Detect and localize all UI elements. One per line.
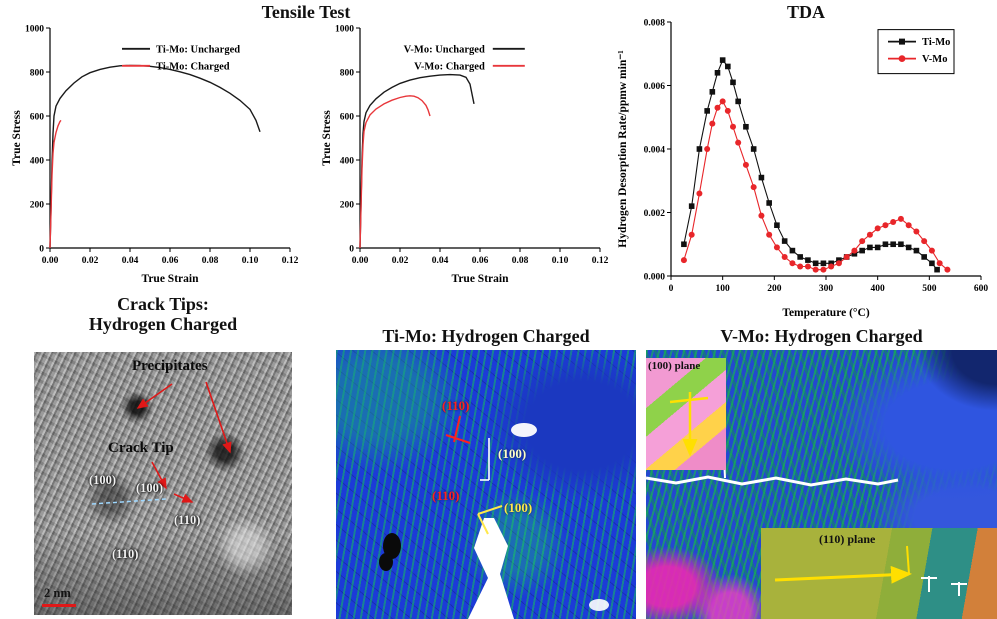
svg-text:0.04: 0.04: [122, 256, 139, 266]
svg-text:0.06: 0.06: [162, 256, 179, 266]
tem-panel-title-line1: Crack Tips:: [117, 294, 209, 314]
svg-text:Ti-Mo: Uncharged: Ti-Mo: Uncharged: [156, 44, 240, 55]
svg-text:400: 400: [30, 157, 45, 167]
svg-text:0.06: 0.06: [472, 256, 489, 266]
tensile-chart-v-mo: 0.00 0.02 0.04 0.06 0.08 0.10 0.12 0 200 400 600 80…: [321, 25, 609, 286]
vmo-panel-title: V-Mo: Hydrogen Charged: [720, 326, 923, 346]
svg-text:400: 400: [340, 157, 355, 167]
crack-tip-label: Crack Tip: [108, 440, 174, 456]
svg-text:0.08: 0.08: [512, 256, 529, 266]
tem-panel-title: Crack Tips: Hydrogen Charged: [34, 294, 292, 334]
timo-annotation-marks: [379, 415, 609, 619]
tda-title: TDA: [786, 2, 825, 22]
svg-text:0.00: 0.00: [42, 256, 59, 266]
svg-text:1000: 1000: [25, 25, 44, 35]
svg-text:True Stress: True Stress: [321, 110, 333, 166]
vmo-inset1-label: (100) plane: [648, 360, 701, 372]
svg-text:V-Mo: V-Mo: [922, 54, 947, 65]
svg-text:1000: 1000: [335, 25, 354, 35]
precipitates-label: Precipitates: [132, 358, 208, 374]
svg-text:0: 0: [349, 245, 354, 255]
tensile-chart-ti-mo: 0.00 0.02 0.04 0.06 0.08 0.10 0.12 0 200 400 600 80…: [11, 25, 299, 286]
svg-text:0: 0: [39, 245, 44, 255]
svg-text:0.006: 0.006: [644, 82, 666, 92]
plane-100-label-a: (100): [89, 473, 117, 487]
svg-text:0.008: 0.008: [644, 19, 666, 29]
svg-text:200: 200: [767, 284, 782, 294]
svg-text:Ti-Mo: Ti-Mo: [922, 37, 950, 48]
timo-plane-100-label-b: (100): [504, 500, 533, 515]
svg-text:0.10: 0.10: [552, 256, 569, 266]
svg-text:True Stress: True Stress: [11, 110, 23, 166]
svg-text:True Strain: True Strain: [142, 273, 200, 285]
svg-text:0.12: 0.12: [282, 256, 299, 266]
svg-text:600: 600: [974, 284, 989, 294]
svg-text:Temperature (°C): Temperature (°C): [782, 307, 869, 319]
timo-plane-100-label-a: (100): [498, 446, 527, 461]
tda-chart: 0 100 200 300 400 500 600 0.000 0.002 0.004 0.006 0…: [617, 19, 989, 320]
timo-plane-110-label-a: (110): [442, 398, 470, 413]
svg-text:200: 200: [30, 201, 45, 211]
svg-text:800: 800: [340, 69, 355, 79]
timo-ebsd-map: (110) (100) (110) (100): [336, 350, 636, 619]
tem-annotation-arrows: [91, 381, 232, 505]
svg-text:True Strain: True Strain: [452, 273, 510, 285]
svg-text:200: 200: [340, 201, 355, 211]
vmo-inset1-arrows: [669, 392, 709, 457]
svg-text:0: 0: [669, 284, 674, 294]
svg-text:V-Mo: Charged: V-Mo: Charged: [414, 61, 485, 72]
svg-text:0.00: 0.00: [352, 256, 369, 266]
vmo-inset-100-plane: (100) plane: [646, 358, 726, 470]
svg-text:0.000: 0.000: [644, 273, 666, 283]
vmo-inset2-label: (110) plane: [819, 532, 876, 546]
svg-text:300: 300: [819, 284, 834, 294]
svg-text:0.12: 0.12: [592, 256, 609, 266]
svg-text:100: 100: [716, 284, 731, 294]
svg-text:400: 400: [871, 284, 886, 294]
svg-text:0.02: 0.02: [82, 256, 99, 266]
svg-text:0.002: 0.002: [644, 209, 666, 219]
svg-text:0.08: 0.08: [202, 256, 219, 266]
scale-bar-label: 2 nm: [44, 586, 71, 600]
svg-text:800: 800: [30, 69, 45, 79]
plane-100-label-b: (100): [136, 481, 164, 495]
tensile-test-title: Tensile Test: [261, 2, 351, 22]
svg-text:0.02: 0.02: [392, 256, 409, 266]
svg-text:600: 600: [340, 113, 355, 123]
vmo-inset2-arrows: [774, 545, 967, 596]
timo-plane-110-label-b: (110): [432, 488, 460, 503]
tem-panel-title-line2: Hydrogen Charged: [88, 314, 238, 334]
svg-text:V-Mo: Uncharged: V-Mo: Uncharged: [404, 44, 485, 55]
timo-panel-title: Ti-Mo: Hydrogen Charged: [382, 326, 590, 346]
svg-text:0.04: 0.04: [432, 256, 449, 266]
tem-micrograph: Precipitates Crack Tip (100) (100) (110)…: [34, 352, 292, 615]
svg-text:0.10: 0.10: [242, 256, 259, 266]
vmo-ebsd-map: (100) plane (110) plane: [646, 350, 997, 619]
svg-text:Ti-Mo: Charged: Ti-Mo: Charged: [156, 61, 230, 72]
svg-text:0.004: 0.004: [644, 146, 666, 156]
svg-text:600: 600: [30, 113, 45, 123]
scale-bar: [42, 604, 76, 607]
plane-110-label-b: (110): [112, 547, 139, 561]
vmo-inset-110-plane: (110) plane: [761, 528, 997, 619]
svg-text:500: 500: [922, 284, 937, 294]
plane-110-label-a: (110): [174, 513, 201, 527]
svg-text:Hydrogen Desorption Rate/ppmw: Hydrogen Desorption Rate/ppmw min⁻¹: [617, 50, 629, 247]
